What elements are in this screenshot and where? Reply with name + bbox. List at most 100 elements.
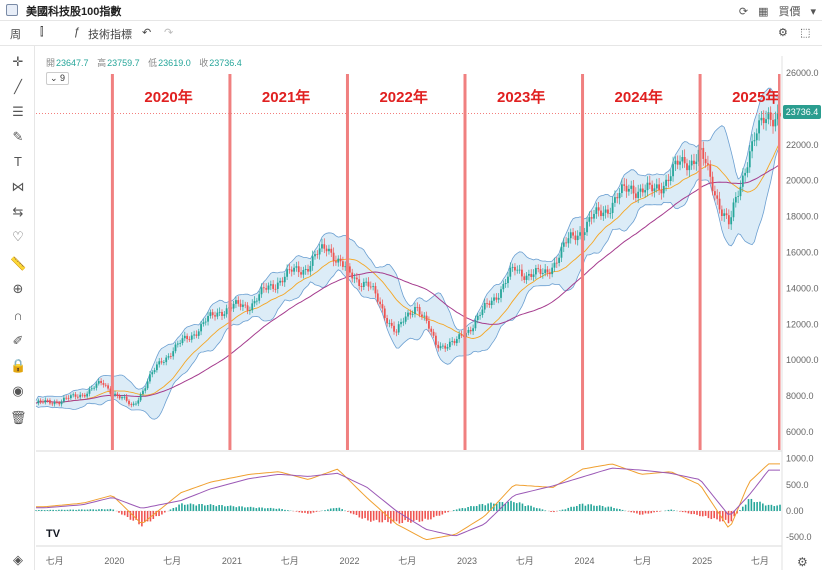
redo-icon[interactable]: ↷ xyxy=(164,27,174,39)
candle xyxy=(739,180,742,201)
candle xyxy=(218,307,221,317)
candle-body xyxy=(467,329,470,333)
macd-hist-bar xyxy=(284,509,286,511)
indicator-toggle[interactable]: ⌄ 9 xyxy=(46,72,70,85)
layers-icon[interactable]: ◈ xyxy=(13,552,23,567)
candle-body xyxy=(65,397,68,399)
macd-hist-bar xyxy=(616,508,618,511)
candle xyxy=(716,189,719,205)
crosshair-icon[interactable]: ✛ xyxy=(12,54,24,69)
candle xyxy=(486,298,488,308)
candle xyxy=(225,304,228,318)
candle xyxy=(351,268,354,283)
candle xyxy=(216,308,219,320)
candle-body xyxy=(165,357,168,363)
interval-button[interactable]: 周 xyxy=(10,29,21,41)
macd-hist-bar xyxy=(430,510,432,520)
horizontal-lines-icon[interactable]: ☰ xyxy=(12,104,24,119)
macd-hist-bar xyxy=(123,510,126,516)
macd-hist-bar xyxy=(407,510,409,522)
candle-body xyxy=(686,163,688,171)
macd-hist-bar xyxy=(764,505,767,511)
text-icon[interactable]: T xyxy=(14,154,22,169)
candle xyxy=(562,237,565,253)
macd-hist-bar xyxy=(584,505,587,511)
candle-body xyxy=(97,380,100,384)
macd-hist-bar xyxy=(192,504,195,511)
indicators-button[interactable]: 技術指標 xyxy=(88,29,132,41)
macd-hist-bar xyxy=(636,510,638,514)
brush-icon[interactable]: ✎ xyxy=(12,129,24,144)
candle-body xyxy=(595,207,598,214)
candle-type-icon[interactable]: ⫿ xyxy=(40,26,44,38)
candle-body xyxy=(674,160,677,165)
candle xyxy=(744,168,747,183)
macd-hist-bar xyxy=(275,508,278,511)
candle-body xyxy=(730,217,733,225)
trash-icon[interactable]: 🗑 xyxy=(10,410,27,425)
time-axis-label: 2021 xyxy=(222,556,242,566)
candle-body xyxy=(428,320,430,329)
candle-body xyxy=(504,283,507,285)
candle xyxy=(211,309,214,319)
macd-hist-bar xyxy=(613,508,615,511)
ask-label[interactable]: 買價 xyxy=(778,6,801,18)
candle xyxy=(260,283,263,298)
candle xyxy=(58,401,61,407)
candle-body xyxy=(521,269,523,277)
ruler-icon[interactable]: 📏 xyxy=(10,256,27,271)
lock-drawing-icon[interactable]: ✐ xyxy=(12,333,24,348)
macd-hist-bar xyxy=(452,510,455,511)
zoom-icon[interactable]: ⊕ xyxy=(12,281,24,296)
undo-icon[interactable]: ↶ xyxy=(142,27,152,39)
candle xyxy=(72,392,75,398)
macd-hist-bar xyxy=(281,509,283,511)
year-label: 2022年 xyxy=(379,88,427,106)
price-tick-label: 18000.0 xyxy=(786,212,819,222)
candle xyxy=(632,180,635,200)
macd-hist-bar xyxy=(158,510,160,517)
macd-hist-bar xyxy=(126,510,129,518)
candle xyxy=(100,378,102,386)
candle xyxy=(614,190,616,207)
year-label: 2020年 xyxy=(144,88,192,106)
candle xyxy=(339,254,342,267)
heart-icon[interactable]: ♡ xyxy=(12,229,24,244)
macd-hist-bar xyxy=(590,504,592,511)
candle xyxy=(425,311,428,324)
candle xyxy=(660,182,663,200)
trendline-icon[interactable]: ╱ xyxy=(14,79,22,94)
function-icon[interactable]: ƒ xyxy=(74,26,81,38)
lock-icon[interactable]: 🔒 xyxy=(10,358,27,373)
eye-icon[interactable]: ◉ xyxy=(12,383,24,398)
macd-hist-bar xyxy=(249,506,252,511)
candle-body xyxy=(469,329,472,332)
drawing-toolbar: ✛ ╱ ☰ ✎ T ⋈ ⇆ ♡ 📏 ⊕ ∩ ✐ 🔒 ◉ 🗑 ◈ xyxy=(0,46,35,570)
refresh-icon[interactable]: ⟳ xyxy=(738,5,749,18)
candle xyxy=(507,271,509,288)
candle-body xyxy=(232,303,235,309)
candle xyxy=(402,317,405,326)
dropdown-icon[interactable]: ▾ xyxy=(810,5,816,18)
macd-hist-bar xyxy=(444,510,446,513)
candle xyxy=(662,181,665,198)
candle-body xyxy=(490,300,493,306)
candle-body xyxy=(214,315,216,317)
macd-hist-bar xyxy=(60,509,63,511)
candle xyxy=(156,361,158,373)
candle-body xyxy=(251,303,254,311)
candle xyxy=(720,205,723,221)
macd-hist-bar xyxy=(98,509,100,511)
fullscreen-icon[interactable]: ⬚ xyxy=(800,27,811,39)
macd-hist-bar xyxy=(650,510,653,514)
forecast-icon[interactable]: ⇆ xyxy=(12,204,24,219)
candle xyxy=(607,204,609,218)
macd-hist-bar xyxy=(618,509,621,511)
magnet-icon[interactable]: ∩ xyxy=(13,308,23,323)
candle xyxy=(295,261,298,272)
grid-icon[interactable]: ▦ xyxy=(758,5,769,18)
settings-icon[interactable]: ⚙ xyxy=(778,27,788,39)
candle-body xyxy=(383,308,386,319)
pattern-icon[interactable]: ⋈ xyxy=(11,179,25,194)
